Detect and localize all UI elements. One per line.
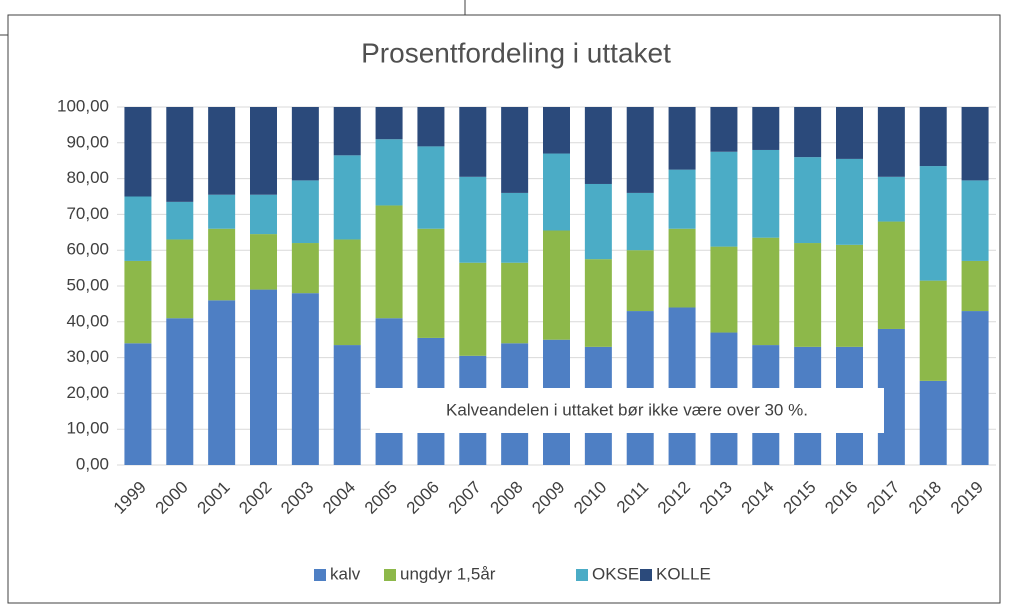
bar-segment <box>333 239 361 346</box>
y-tick-label: 60,00 <box>66 240 109 259</box>
annotation-box <box>370 388 884 433</box>
annotation: Kalveandelen i uttaket bør ikke være ove… <box>446 400 808 419</box>
bar-segment <box>836 107 863 159</box>
bar-segment <box>501 107 529 193</box>
bar-segment <box>919 280 947 381</box>
bar-segment <box>333 107 361 156</box>
bar-segment <box>459 107 487 177</box>
legend-label: OKSE <box>592 564 639 583</box>
bar-segment <box>501 192 529 263</box>
bar-segment <box>710 246 738 333</box>
bar-segment <box>250 289 277 465</box>
y-tick-label: 80,00 <box>66 168 109 187</box>
bar-segment <box>626 250 654 312</box>
bar-segment <box>668 307 696 465</box>
legend-label: kalv <box>330 564 361 583</box>
bar-segment <box>501 262 529 344</box>
bar-segment <box>208 107 236 195</box>
bar-segment <box>124 260 152 344</box>
bar-segment <box>919 166 947 281</box>
bar-segment <box>459 262 487 356</box>
bar-segment <box>626 107 654 193</box>
bar-segment <box>543 153 570 231</box>
bar-segment <box>961 107 989 181</box>
bar-segment <box>919 107 947 167</box>
bar-segment <box>417 146 445 229</box>
bar-segment <box>459 176 487 263</box>
y-tick-label: 40,00 <box>66 311 109 330</box>
bar-segment <box>124 107 152 197</box>
bar-segment <box>877 107 905 177</box>
bar-segment <box>208 300 236 465</box>
bar-segment <box>794 243 822 347</box>
y-tick-label: 0,00 <box>76 454 109 473</box>
bar-segment <box>417 228 445 338</box>
legend-label: ungdyr 1,5år <box>400 564 496 583</box>
bar-segment <box>291 243 319 294</box>
bar-segment <box>375 139 403 206</box>
y-tick-label: 30,00 <box>66 347 109 366</box>
bar-segment <box>208 228 236 301</box>
bar-segment <box>710 151 738 247</box>
y-tick-label: 50,00 <box>66 275 109 294</box>
bar-segment <box>961 180 989 261</box>
y-tick-label: 90,00 <box>66 132 109 151</box>
bar-segment <box>166 239 194 319</box>
bar-segment <box>166 318 194 465</box>
bar-segment <box>543 230 570 340</box>
legend-swatch <box>576 569 588 581</box>
y-tick-label: 100,00 <box>57 96 109 115</box>
bar-segment <box>584 259 612 347</box>
bar-segment <box>836 244 863 347</box>
bar-segment <box>291 180 319 244</box>
bar-segment <box>626 192 654 251</box>
bar-segment <box>668 169 696 229</box>
legend-swatch <box>314 569 326 581</box>
bar-segment <box>668 107 696 170</box>
bar-segment <box>250 234 277 290</box>
bar-segment <box>543 107 570 154</box>
legend-label: KOLLE <box>656 564 711 583</box>
bar-segment <box>291 293 319 465</box>
bar-segment <box>584 107 612 184</box>
bar-segment <box>333 345 361 465</box>
bar-segment <box>961 311 989 465</box>
bar-segment <box>836 158 863 245</box>
bar-segment <box>584 183 612 260</box>
bar-segment <box>166 201 194 240</box>
y-tick-label: 10,00 <box>66 419 109 438</box>
bar-segment <box>375 107 403 140</box>
bar-segment <box>877 221 905 329</box>
bar-segment <box>710 107 738 152</box>
bar-segment <box>250 194 277 235</box>
bar-segment <box>668 228 696 308</box>
bar-segment <box>752 149 780 238</box>
chart-title: Prosentfordeling i uttaket <box>361 37 671 68</box>
bar-segment <box>250 107 277 195</box>
bar-segment <box>919 380 947 465</box>
bar-segment <box>877 176 905 222</box>
bar-segment <box>794 107 822 158</box>
bar-segment <box>124 196 152 261</box>
bar-segment <box>961 260 989 312</box>
bar-segment <box>124 343 152 465</box>
bar-segment <box>417 107 445 147</box>
bar-segment <box>333 155 361 240</box>
bar-segment <box>208 194 236 229</box>
bar-segment <box>166 107 194 202</box>
y-tick-label: 70,00 <box>66 204 109 223</box>
legend-swatch <box>384 569 396 581</box>
bar-segment <box>794 157 822 244</box>
bar-segment <box>752 237 780 346</box>
bar-segment <box>752 107 780 150</box>
bar-segment <box>291 107 319 181</box>
bar-segment <box>375 205 403 319</box>
y-tick-label: 20,00 <box>66 383 109 402</box>
legend-swatch <box>640 569 652 581</box>
